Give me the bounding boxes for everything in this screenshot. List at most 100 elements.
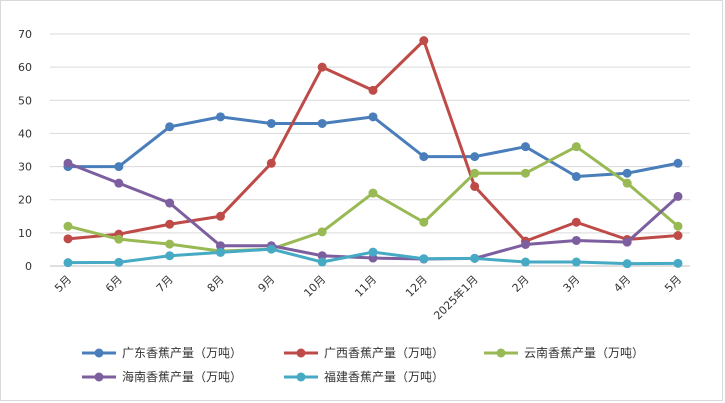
data-point — [114, 257, 124, 267]
data-point — [317, 257, 327, 267]
x-tick-label: 6月 — [103, 273, 125, 295]
y-tick-label: 10 — [18, 227, 32, 240]
data-point — [470, 152, 480, 162]
data-point — [419, 217, 429, 227]
data-point — [165, 251, 175, 261]
data-point — [419, 254, 429, 264]
x-tick-label: 4月 — [611, 273, 633, 295]
series-5 — [63, 244, 683, 269]
legend-swatch-marker — [296, 372, 306, 382]
data-point — [622, 259, 632, 269]
series-2 — [63, 36, 683, 246]
x-tick-label: 3月 — [561, 273, 583, 295]
series-lines — [63, 36, 683, 269]
series-1 — [63, 112, 683, 182]
data-point — [470, 253, 480, 263]
y-tick-label: 50 — [18, 94, 32, 107]
x-tick-label: 8月 — [205, 273, 227, 295]
data-point — [622, 237, 632, 247]
x-tick-label: 11月 — [352, 273, 379, 300]
data-point — [266, 158, 276, 168]
legend-entry: 福建香蕉产量（万吨） — [284, 369, 444, 384]
data-point — [673, 231, 683, 241]
x-tick-label: 2月 — [510, 273, 532, 295]
legend-entry: 海南香蕉产量（万吨） — [82, 369, 242, 384]
data-point — [216, 211, 225, 221]
data-point — [216, 241, 225, 251]
x-axis: 5月 6月 7月 8月 9月 10月 11月 12月 2025年1月 2月 3月 4月 5月 — [52, 272, 684, 322]
data-point — [419, 152, 429, 162]
y-tick-label: 0 — [25, 260, 32, 273]
x-tick-label: 5月 — [662, 273, 684, 295]
data-point — [63, 234, 73, 244]
y-tick-label: 40 — [18, 127, 32, 140]
x-tick-label: 2025年1月 — [431, 272, 481, 322]
data-point — [368, 188, 378, 198]
legend-label: 广西香蕉产量（万吨） — [324, 346, 444, 360]
legend-entry: 广西香蕉产量（万吨） — [284, 346, 444, 360]
x-tick-label: 5月 — [52, 273, 74, 295]
series-line — [67, 161, 680, 261]
y-tick-label: 30 — [18, 161, 32, 174]
data-point — [622, 168, 632, 178]
data-point — [673, 191, 683, 201]
data-point — [571, 217, 581, 227]
legend-swatch-marker — [94, 348, 104, 358]
data-point — [114, 162, 124, 172]
data-point — [571, 172, 581, 182]
legend-entry: 广东香蕉产量（万吨） — [82, 346, 242, 360]
data-point — [114, 178, 124, 188]
legend-label: 福建香蕉产量（万吨） — [324, 369, 444, 384]
data-point — [216, 112, 225, 122]
data-point — [165, 239, 175, 249]
legend: 广东香蕉产量（万吨） 广西香蕉产量（万吨） 云南香蕉产量（万吨） 海南香蕉产量（万吨）… — [82, 345, 644, 384]
data-point — [216, 247, 225, 257]
data-point — [63, 221, 73, 231]
data-point — [266, 118, 276, 128]
data-point — [368, 112, 378, 122]
data-point — [673, 158, 683, 168]
data-point — [165, 198, 175, 208]
legend-swatch-marker — [496, 348, 506, 358]
data-point — [622, 178, 632, 188]
data-point — [317, 227, 327, 237]
data-point — [521, 142, 530, 152]
data-point — [317, 62, 327, 72]
x-tick-label: 12月 — [403, 273, 430, 300]
data-point — [317, 251, 327, 261]
data-point — [63, 158, 73, 168]
legend-swatch-marker — [296, 348, 306, 358]
legend-label: 广东香蕉产量（万吨） — [122, 346, 242, 360]
y-axis: 0 10 20 30 40 50 60 70 — [18, 28, 32, 273]
data-point — [165, 219, 175, 229]
data-point — [470, 168, 480, 178]
y-tick-label: 20 — [18, 194, 32, 207]
data-point — [63, 258, 73, 268]
data-point — [673, 258, 683, 268]
data-point — [368, 85, 378, 95]
data-point — [368, 247, 378, 257]
y-tick-label: 60 — [18, 61, 32, 74]
series-line — [68, 115, 679, 179]
legend-swatch-marker — [94, 372, 104, 382]
data-point — [114, 234, 124, 244]
data-point — [571, 235, 581, 245]
data-point — [571, 142, 581, 152]
data-point — [470, 181, 480, 191]
data-point — [521, 168, 530, 178]
y-tick-label: 70 — [18, 28, 32, 41]
data-point — [521, 257, 530, 267]
legend-entry: 云南香蕉产量（万吨） — [484, 345, 644, 360]
data-point — [521, 239, 530, 249]
data-point — [317, 118, 327, 128]
legend-label: 海南香蕉产量（万吨） — [122, 369, 242, 384]
x-tick-label: 9月 — [256, 273, 278, 295]
x-tick-label: 7月 — [154, 273, 176, 295]
data-point — [165, 122, 175, 132]
series-line — [67, 39, 679, 243]
data-point — [571, 257, 581, 267]
gridlines — [50, 33, 690, 267]
legend-label: 云南香蕉产量（万吨） — [524, 345, 644, 360]
